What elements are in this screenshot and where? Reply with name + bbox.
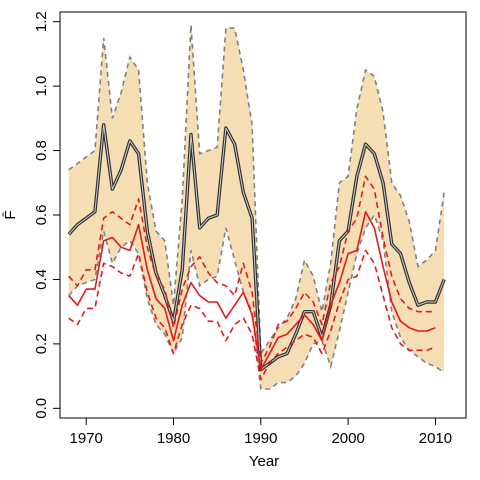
- y-tick-label: 0.0: [33, 398, 50, 419]
- median-line-core: [68, 124, 445, 371]
- credible-band: [68, 24, 445, 389]
- x-tick-label: 1980: [157, 430, 190, 447]
- y-tick-label: 0.2: [33, 333, 50, 354]
- x-axis-title: Year: [249, 453, 279, 470]
- y-tick-label: 0.6: [33, 205, 50, 226]
- y-tick-label: 1.0: [33, 76, 50, 97]
- x-tick-label: 2010: [419, 430, 452, 447]
- x-tick-label: 2000: [331, 430, 364, 447]
- y-tick-label: 0.8: [33, 140, 50, 161]
- estimate-upper-line: [68, 175, 436, 365]
- plot-area: [67, 24, 446, 390]
- y-tick-label: 0.4: [33, 269, 50, 290]
- y-tick-label: 1.2: [33, 11, 50, 32]
- y-axis-title: F̄: [2, 210, 19, 219]
- band-lower-line: [68, 213, 445, 390]
- x-axis: 1970 1980 1990 2000 2010: [70, 417, 452, 447]
- estimate-lower-line: [68, 249, 436, 381]
- x-tick-label: 1970: [70, 430, 103, 447]
- x-tick-label: 1990: [244, 430, 277, 447]
- band-upper-line: [68, 24, 445, 357]
- estimate-line: [68, 210, 436, 371]
- y-axis: 0.0 0.2 0.4 0.6 0.8 1.0 1.2: [33, 11, 61, 419]
